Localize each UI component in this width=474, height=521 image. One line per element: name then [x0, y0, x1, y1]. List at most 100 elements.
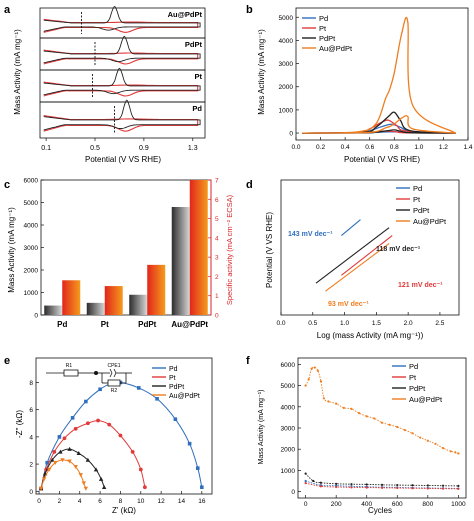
panel-e-point-pdpt	[50, 457, 55, 462]
panel-d-xtick-label: 0.0	[276, 320, 285, 327]
panel-d-legend-label-pd: Pd	[413, 184, 422, 193]
panel-e-ylabel: -Z'' (kΩ)	[15, 410, 24, 438]
panel-f-point-au-pdpt	[322, 397, 326, 400]
panel-a-label: a	[4, 4, 11, 16]
panel-e-xtick-label: 4	[78, 498, 82, 505]
panel-e-ytick-label: 0	[29, 489, 33, 496]
panel-d-frame	[280, 179, 460, 316]
panel-d-xtick-label: 2.0	[404, 320, 413, 327]
panel-b-series-pdpt	[302, 111, 456, 134]
panel-f-point-pdpt	[304, 472, 307, 475]
panel-f-point-pt	[457, 487, 460, 490]
panel-d-xtick-label: 2.5	[435, 320, 444, 327]
panel-c: c Mass Activity (mA mg⁻¹) Specific activ…	[4, 178, 234, 330]
panel-e-point-pd	[118, 380, 123, 385]
panel-e-point-pdpt	[58, 449, 63, 454]
panel-e-point-pd	[187, 441, 192, 446]
panel-f-point-pdpt	[457, 484, 460, 488]
panel-d-slope-pd: 143 mV dec⁻¹	[288, 231, 333, 238]
panel-e-xtick-label: 0	[37, 498, 41, 505]
panel-a-strip-label-pt: Pt	[195, 72, 203, 81]
panel-f-point-pdpt	[350, 483, 353, 486]
panel-f-xtick-label: 600	[392, 501, 403, 508]
panel-e-point-pt	[85, 421, 90, 426]
panel-c-ytick-left-label: 4000	[24, 223, 39, 230]
panel-f-plot: 0 200 400 600 800 1000 0 1000 2000 3000 4000 5000 60…	[281, 362, 466, 508]
panel-b-xtick-label: 1.0	[414, 144, 423, 151]
panel-c-ytick-left-label: 2000	[24, 268, 39, 275]
panel-f-point-pdpt	[365, 483, 368, 486]
panel-c-category-label-pd: Pd	[57, 320, 67, 329]
panel-c-ytick-left-label: 6000	[24, 178, 39, 185]
panel-d-xlabel: Log (mass Activity (mA mg⁻¹))	[317, 331, 424, 340]
panel-f-point-au-pdpt	[396, 425, 399, 429]
panel-f-point-pt	[441, 487, 445, 490]
panel-d-legend-label-pt: Pt	[413, 195, 421, 204]
panel-a-strip-frame-pd	[39, 101, 206, 139]
panel-e-point-au-pdpt	[41, 477, 47, 482]
panel-b-xtick-label: 0.0	[291, 144, 300, 151]
panel-f-frame	[297, 357, 467, 499]
panel-f-legend-label-pd: Pd	[409, 362, 418, 371]
panel-c-ytick-left-label: 0	[34, 313, 38, 320]
panel-f-point-pt	[365, 486, 368, 489]
panel-f-ylabel: Mass Activity (mA mg⁻¹)	[258, 390, 265, 465]
panel-c-ytick-right-label: 5	[215, 216, 219, 223]
panel-e-point-pd	[70, 416, 75, 420]
panel-f-xtick-label: 200	[331, 501, 342, 508]
panel-f-point-au-pdpt	[310, 367, 313, 370]
panel-f-ytick-label: 4000	[281, 404, 296, 411]
panel-b-xtick-label: 1.2	[439, 144, 448, 151]
panel-f-point-pt	[380, 486, 384, 489]
panel-b-ytick-label: 0	[289, 131, 293, 138]
panel-b-legend-label-pt: Pt	[319, 24, 327, 33]
circuit-label-cpe1: CPE1	[107, 363, 120, 369]
panel-b-ylabel: Mass Activity (mA mg⁻¹)	[257, 29, 266, 115]
panel-b-plot: 0 1000 2000 3000 4000 5000 0.0 0.2 0.4 0.6 0.8 1.0 1…	[279, 15, 473, 151]
panel-f-point-pdpt	[426, 484, 429, 487]
panel-e-ytick-label: 6	[29, 407, 33, 414]
panel-a-xtick-label: 1.3	[188, 145, 198, 152]
panel-e-ytick-label: 4	[29, 434, 33, 441]
panel-c-bar-specific-pt	[104, 286, 123, 315]
panel-c-category-label-pdpt: PdPt	[138, 320, 157, 329]
panel-c-bar-specific-pdpt	[147, 264, 166, 315]
panel-e-point-pt	[130, 449, 135, 454]
panel-e-xtick-label: 12	[158, 498, 166, 505]
panel-c-ytick-right-label: 3	[215, 255, 219, 262]
panel-e-legend-label-pdpt: PdPt	[169, 384, 184, 391]
panel-e-point-pdpt	[67, 446, 72, 451]
panel-b-xtick-label: 0.2	[316, 144, 325, 151]
panel-a-strip-label-pdpt: PdPt	[185, 40, 203, 49]
panel-a-strip-label-pd: Pd	[192, 104, 202, 113]
panel-e-point-au-pdpt	[73, 465, 78, 469]
panel-e-xtick-label: 6	[98, 498, 102, 505]
panel-e-frame	[35, 357, 213, 495]
panel-f-point-pt	[350, 486, 353, 489]
panel-e-curve-pdpt	[40, 448, 105, 489]
panel-a: a Mass Activity (mA mg⁻¹) Au@PdPt PdPt Pt P…	[4, 4, 206, 164]
panel-e-point-pt	[62, 436, 67, 441]
panel-e-point-pt	[138, 467, 143, 472]
panel-d-plot: 0.0 0.5 1.0 1.5 2.0 2.5 143 mV dec⁻¹ 118 mV dec…	[276, 219, 445, 327]
panel-e-point-pd	[195, 466, 200, 470]
panel-b-xtick-label: 0.4	[341, 144, 350, 151]
panel-f-point-au-pdpt	[307, 378, 310, 381]
panel-f-point-pt	[396, 486, 399, 490]
panel-f-point-pt	[411, 487, 414, 490]
panel-e-point-pdpt	[85, 457, 91, 462]
panel-f-point-pt	[335, 485, 338, 489]
panel-f-legend-label-pdpt: PdPt	[409, 384, 426, 393]
panel-f-point-au-pdpt	[388, 423, 391, 426]
panel-b-ytick-label: 2000	[279, 84, 294, 91]
panel-f-ytick-label: 6000	[281, 362, 296, 369]
panel-f-point-pdpt	[411, 484, 414, 487]
panel-e-point-pd	[84, 399, 88, 404]
panel-d-fit-pd	[341, 219, 361, 237]
panel-f-xtick-label: 400	[361, 501, 372, 508]
panel-f-point-pt	[319, 485, 323, 488]
